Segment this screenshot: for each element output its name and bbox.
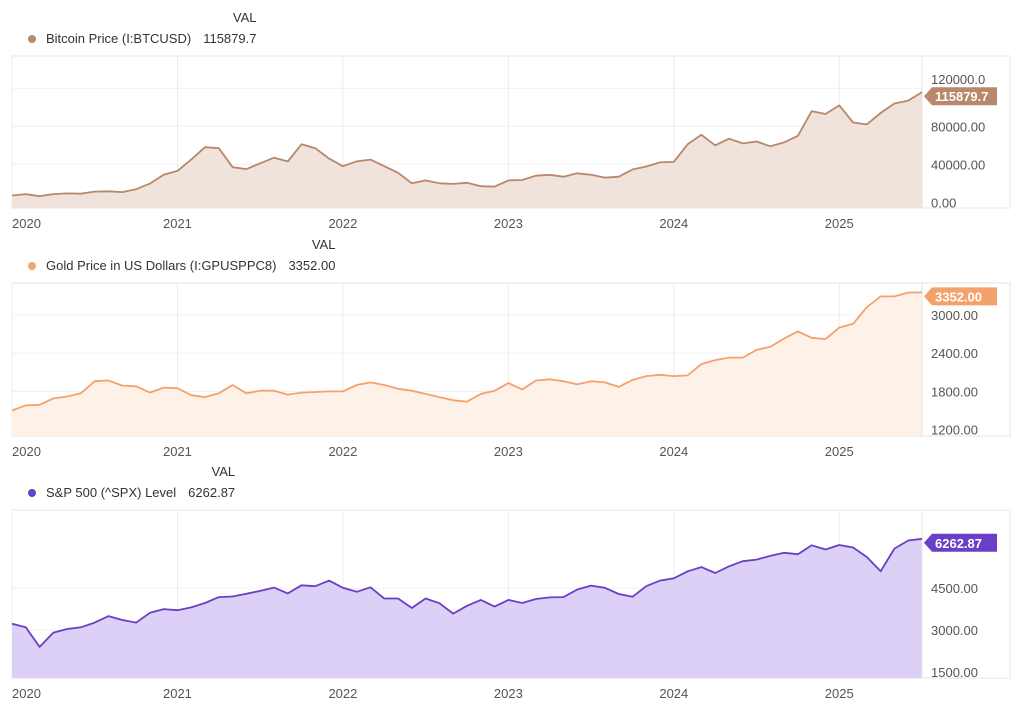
- bitcoin-y-tick-label: 80000.00: [931, 119, 985, 134]
- gold-x-tick-label: 2024: [659, 444, 688, 459]
- spx-legend-dot: [28, 489, 36, 497]
- spx-y-tick-label: 4500.00: [931, 581, 978, 596]
- gold-value-column: VAL 3352.00: [288, 237, 335, 274]
- spx-x-tick-label: 2025: [825, 686, 854, 701]
- gold-legend: Gold Price in US Dollars (I:GPUSPPC8) VA…: [28, 237, 335, 274]
- gold-x-tick-label: 2025: [825, 444, 854, 459]
- bitcoin-y-tick-label: 0.00: [931, 195, 956, 210]
- bitcoin-x-tick-label: 2025: [825, 216, 854, 231]
- bitcoin-last-value-tag: [924, 87, 997, 106]
- spx-value-column: VAL 6262.87: [188, 464, 235, 501]
- spx-x-tick-label: 2023: [494, 686, 523, 701]
- gold-series-name: Gold Price in US Dollars (I:GPUSPPC8): [46, 258, 277, 273]
- bitcoin-x-tick-label: 2020: [12, 216, 41, 231]
- gold-last-value-tag: [924, 287, 997, 306]
- gold-y-tick-label: 2400.00: [931, 346, 978, 361]
- bitcoin-legend-value: 115879.7: [203, 31, 257, 46]
- bitcoin-x-tick-label: 2022: [328, 216, 357, 231]
- gold-y-tick-label: 1800.00: [931, 384, 978, 399]
- bitcoin-x-tick-label: 2023: [494, 216, 523, 231]
- gold-y-tick-label: 3000.00: [931, 308, 978, 323]
- spx-legend: S&P 500 (^SPX) Level VAL 6262.87: [28, 464, 235, 501]
- gold-legend-value: 3352.00: [288, 258, 336, 273]
- spx-legend-value: 6262.87: [188, 485, 236, 500]
- legend-val-header: VAL: [211, 464, 236, 479]
- bitcoin-y-tick-label: 120000.0: [931, 72, 985, 87]
- legend-val-header: VAL: [311, 237, 336, 252]
- bitcoin-value-column: VAL 115879.7: [203, 10, 256, 47]
- gold-x-tick-label: 2021: [163, 444, 192, 459]
- spx-last-value-label: 6262.87: [935, 536, 982, 551]
- gold-x-tick-label: 2023: [494, 444, 523, 459]
- bitcoin-area-fill: [12, 92, 922, 208]
- bitcoin-legend-dot: [28, 35, 36, 43]
- spx-series-name: S&P 500 (^SPX) Level: [46, 485, 177, 500]
- bitcoin-y-tick-label: 40000.00: [931, 157, 985, 172]
- legend-val-header: VAL: [232, 10, 257, 25]
- gold-y-tick-label: 1200.00: [931, 423, 978, 438]
- gold-legend-dot: [28, 262, 36, 270]
- spx-x-tick-label: 2020: [12, 686, 41, 701]
- gold-last-value-label: 3352.00: [935, 289, 982, 304]
- gold-area-fill: [12, 292, 922, 436]
- spx-y-tick-label: 1500.00: [931, 665, 978, 680]
- spx-x-tick-label: 2021: [163, 686, 192, 701]
- spx-y-tick-label: 3000.00: [931, 623, 978, 638]
- spx-x-tick-label: 2024: [659, 686, 688, 701]
- bitcoin-x-tick-label: 2024: [659, 216, 688, 231]
- spx-area-fill: [12, 538, 922, 678]
- bitcoin-series-name: Bitcoin Price (I:BTCUSD): [46, 31, 192, 46]
- bitcoin-last-value-label: 115879.7: [935, 89, 989, 104]
- spx-x-tick-label: 2022: [328, 686, 357, 701]
- spx-last-value-tag: [924, 533, 997, 552]
- gold-x-tick-label: 2022: [328, 444, 357, 459]
- bitcoin-x-tick-label: 2021: [163, 216, 192, 231]
- gold-x-tick-label: 2020: [12, 444, 41, 459]
- bitcoin-legend: Bitcoin Price (I:BTCUSD) VAL 115879.7: [28, 10, 256, 47]
